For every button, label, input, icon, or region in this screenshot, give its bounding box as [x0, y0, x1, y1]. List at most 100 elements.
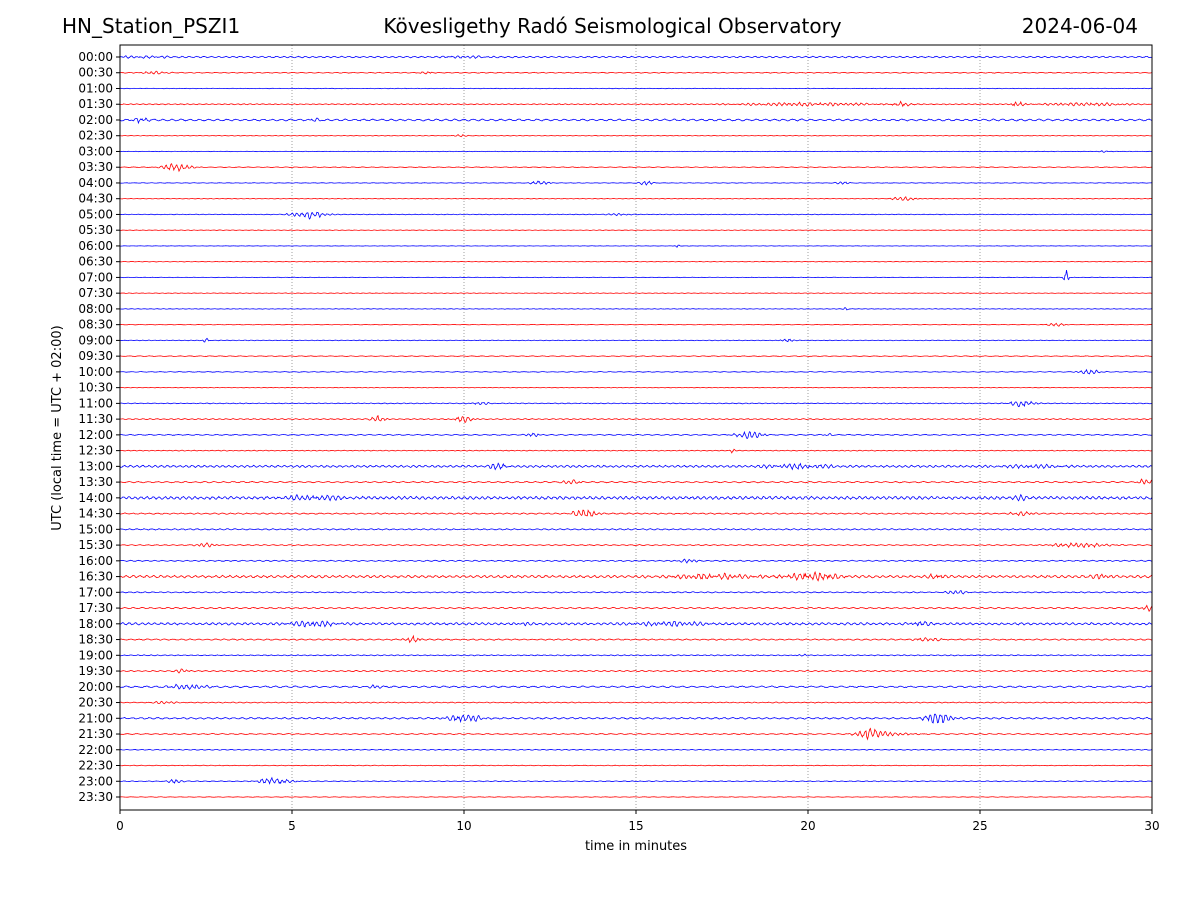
y-tick-label: 03:00: [78, 144, 113, 158]
y-tick-label: 19:00: [78, 648, 113, 662]
observatory-title: Kövesligethy Radó Seismological Observat…: [383, 14, 842, 38]
y-tick-label: 20:30: [78, 696, 113, 710]
x-tick-label: 15: [628, 819, 643, 833]
y-tick-label: 03:30: [78, 160, 113, 174]
trace-2100: [119, 713, 1153, 724]
y-tick-label: 08:30: [78, 318, 113, 332]
x-tick-label: 5: [288, 819, 296, 833]
y-tick-label: 20:00: [78, 680, 113, 694]
y-tick-label: 23:00: [78, 774, 113, 788]
trace-1730: [119, 604, 1153, 613]
trace-0230: [119, 134, 1153, 138]
y-tick-label: 05:00: [78, 207, 113, 221]
y-tick-label: 23:30: [78, 790, 113, 804]
trace-2000: [119, 683, 1153, 690]
trace-0530: [119, 229, 1153, 231]
trace-1900: [119, 653, 1153, 657]
trace-1430: [119, 509, 1153, 517]
x-axis: 0 5 10 15 20 25 30: [116, 810, 1160, 833]
y-tick-label: 07:00: [78, 270, 113, 284]
y-tick-label: 10:30: [78, 381, 113, 395]
trace-0300: [119, 149, 1153, 153]
y-tick-label: 08:00: [78, 302, 113, 316]
trace-0200: [119, 117, 1153, 125]
trace-group: [119, 55, 1153, 798]
trace-2300: [119, 776, 1153, 785]
trace-0900: [119, 337, 1153, 343]
y-tick-label: 02:00: [78, 113, 113, 127]
trace-0630: [119, 261, 1153, 263]
trace-0000: [119, 55, 1153, 60]
trace-1400: [119, 493, 1153, 502]
y-tick-label: 22:00: [78, 743, 113, 757]
trace-2230: [119, 764, 1153, 767]
trace-0700: [120, 269, 1153, 281]
trace-1130: [119, 414, 1153, 423]
y-tick-label: 17:30: [78, 601, 113, 615]
trace-1600: [119, 558, 1153, 564]
trace-0430: [119, 196, 1153, 201]
y-tick-label: 22:30: [78, 759, 113, 773]
y-tick-label: 13:00: [78, 459, 113, 473]
trace-1330: [119, 478, 1153, 485]
y-tick-label: 11:00: [78, 396, 113, 410]
y-tick-label: 06:30: [78, 255, 113, 269]
y-tick-label: 06:00: [78, 239, 113, 253]
plot-date: 2024-06-04: [1021, 14, 1138, 38]
x-axis-label: time in minutes: [585, 839, 687, 854]
y-tick-label: 07:30: [78, 286, 113, 300]
y-tick-label: 01:30: [78, 97, 113, 111]
trace-2030: [119, 700, 1153, 705]
y-tick-label: 13:30: [78, 475, 113, 489]
y-tick-label: 01:00: [78, 81, 113, 95]
y-tick-label: 16:30: [78, 570, 113, 584]
y-tick-label: 14:30: [78, 507, 113, 521]
trace-1700: [119, 590, 1153, 595]
y-tick-label: 04:30: [78, 192, 113, 206]
trace-1200: [119, 430, 1153, 440]
y-tick-label: 17:00: [78, 585, 113, 599]
trace-1930: [119, 668, 1153, 674]
y-tick-label: 18:00: [78, 617, 113, 631]
x-tick-label: 10: [456, 819, 471, 833]
trace-1230: [119, 448, 1153, 454]
trace-2330: [119, 796, 1152, 798]
trace-1530: [119, 542, 1153, 549]
trace-1100: [119, 400, 1153, 408]
y-tick-label: 18:30: [78, 633, 113, 647]
y-tick-label: 05:30: [78, 223, 113, 237]
y-tick-label: 21:30: [78, 727, 113, 741]
trace-0730: [119, 292, 1153, 294]
y-tick-label: 04:00: [78, 176, 113, 190]
y-tick-label: 15:00: [78, 522, 113, 536]
x-tick-label: 25: [972, 819, 987, 833]
trace-0100: [119, 87, 1153, 90]
trace-1000: [119, 368, 1153, 375]
station-name: HN_Station_PSZI1: [62, 14, 241, 38]
trace-1300: [119, 462, 1153, 471]
trace-1630: [119, 571, 1153, 582]
trace-1800: [119, 620, 1153, 628]
trace-0130: [119, 100, 1153, 108]
grid-lines: [291, 45, 981, 810]
y-tick-label: 21:00: [78, 711, 113, 725]
x-tick-label: 20: [800, 819, 815, 833]
trace-0330: [119, 163, 1153, 173]
y-tick-label: 12:30: [78, 444, 113, 458]
trace-1030: [119, 386, 1153, 389]
y-tick-label: 11:30: [78, 412, 113, 426]
trace-1830: [119, 634, 1153, 644]
y-tick-label: 15:30: [78, 538, 113, 552]
trace-0930: [119, 355, 1153, 357]
y-tick-label: 02:30: [78, 129, 113, 143]
trace-0800: [119, 307, 1153, 311]
y-tick-label: 00:30: [78, 66, 113, 80]
y-tick-label: 09:00: [78, 333, 113, 347]
y-tick-label: 12:00: [78, 428, 113, 442]
x-tick-label: 30: [1144, 819, 1159, 833]
trace-0030: [119, 70, 1153, 75]
y-tick-label: 09:30: [78, 349, 113, 363]
trace-2130: [119, 727, 1153, 741]
y-tick-label: 14:00: [78, 491, 113, 505]
